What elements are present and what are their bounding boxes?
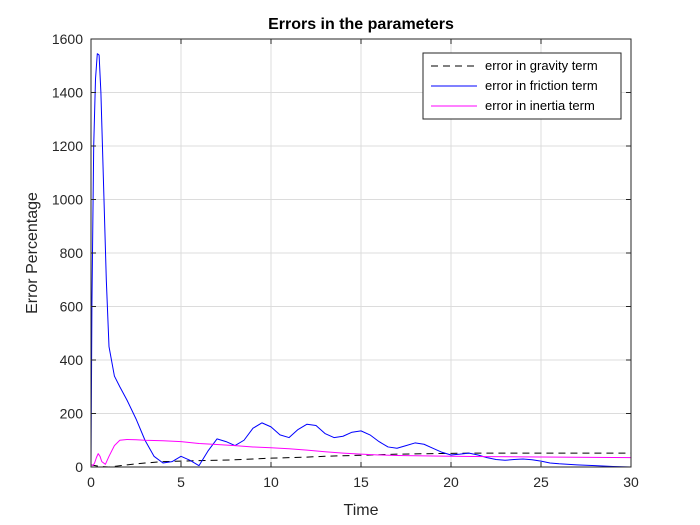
y-tick-label: 600 [60,299,84,315]
y-tick-label: 0 [75,459,83,475]
y-tick-label: 800 [60,245,84,261]
series-line-1 [90,452,631,468]
y-tick-label: 1600 [52,31,83,47]
y-tick-label: 1400 [52,85,83,101]
chart-title: Errors in the parameters [268,16,454,33]
y-axis-label: Error Percentage [24,192,41,314]
y-tick-label: 200 [60,406,84,422]
series-line-3 [90,438,632,467]
legend: error in gravity term error in friction t… [422,52,622,120]
x-tick-label: 25 [533,474,549,490]
x-tick-label: 0 [87,474,95,490]
x-tick-label: 10 [263,474,279,490]
legend-label-3: error in inertia term [485,98,595,113]
x-axis-label: Time [344,502,379,519]
legend-label-1: error in gravity term [485,58,598,73]
y-tick-label: 400 [60,352,84,368]
y-tick-label: 1200 [52,138,83,154]
y-tick-label: 1000 [52,192,83,208]
x-tick-label: 15 [353,474,369,490]
x-tick-label: 30 [623,474,639,490]
series-group [90,53,632,468]
ticks: 0 5 10 15 20 25 30 0 200 400 600 800 1000 1200 1400 160… [52,31,639,490]
x-tick-label: 5 [177,474,185,490]
series-line-2 [90,53,632,468]
x-tick-label: 20 [443,474,459,490]
legend-label-2: error in friction term [485,78,598,93]
